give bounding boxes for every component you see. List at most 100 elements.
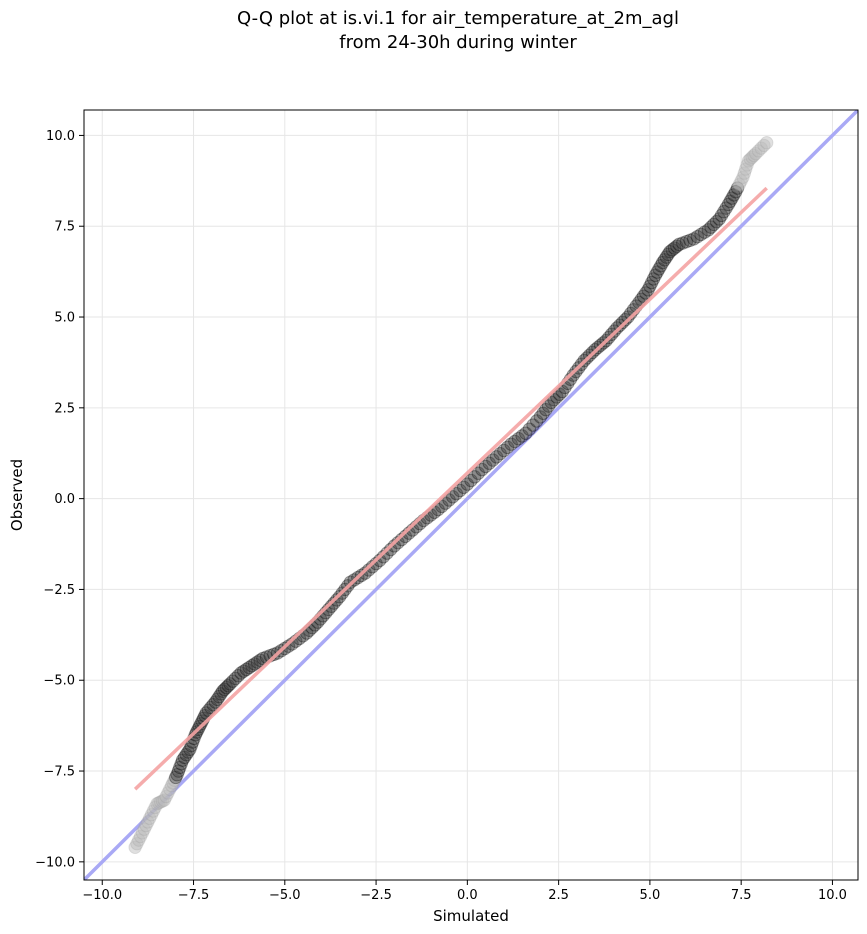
quantile-point-212	[701, 223, 716, 237]
y-tick-label-0: −10.0	[35, 855, 75, 870]
quantile-point-14	[153, 795, 168, 809]
quantile-point-29	[177, 750, 192, 765]
quantile-point-51	[214, 687, 228, 701]
quantile-point-53	[217, 682, 232, 697]
quantile-point-121	[435, 499, 449, 514]
quantile-point-189	[643, 279, 657, 293]
quantile-point-194	[652, 262, 666, 276]
quantile-point-218	[717, 204, 731, 219]
quantile-point-30	[179, 747, 193, 762]
quantile-point-64	[245, 659, 259, 673]
quantile-point-91	[330, 593, 344, 607]
quantile-point-139	[500, 440, 515, 455]
chart-title: Q-Q plot at is.vi.1 for air_temperature_…	[237, 8, 679, 29]
quantile-point-230	[739, 162, 753, 176]
quantile-point-22	[167, 773, 182, 787]
quantile-point-123	[442, 493, 456, 507]
quantile-point-221	[723, 194, 737, 208]
quantile-point-188	[641, 283, 655, 297]
quantile-point-46	[204, 700, 218, 715]
x-tick-label-5: 2.5	[548, 888, 569, 903]
y-tick-label-7: 7.5	[54, 220, 75, 235]
quantile-point-191	[646, 272, 661, 286]
quantile-point-19	[163, 782, 177, 796]
quantile-point-68	[256, 651, 270, 666]
quantile-point-55	[221, 678, 235, 693]
x-tick-label-8: 10.0	[818, 888, 847, 903]
quantile-point-26	[173, 760, 187, 775]
quantile-point-234	[745, 150, 759, 164]
y-tick-label-2: −5.0	[43, 674, 75, 689]
quantile-point-4	[135, 826, 150, 840]
quantile-point-202	[667, 241, 682, 255]
quantile-point-214	[707, 217, 721, 232]
quantile-point-132	[475, 462, 489, 477]
quantile-point-49	[210, 692, 224, 707]
quantile-point-135	[486, 453, 500, 467]
quantile-points	[128, 135, 774, 855]
quantile-point-206	[679, 234, 694, 249]
quantile-point-192	[648, 268, 663, 282]
quantile-point-124	[446, 490, 460, 504]
quantile-point-140	[504, 437, 518, 451]
quantile-point-120	[431, 502, 445, 517]
quantile-point-17	[159, 789, 173, 804]
quantile-point-8	[143, 811, 157, 825]
quantile-point-130	[467, 470, 482, 484]
x-tick-label-4: 0.0	[457, 888, 478, 903]
quantile-point-203	[670, 239, 684, 253]
x-tick-label-0: −10.0	[82, 888, 122, 903]
quantile-point-65	[247, 657, 262, 671]
quantile-point-144	[519, 426, 533, 440]
y-axis-ticks: −10.0 −7.5 −5.0 −2.5 0.0 2.5 5.0 7.5 10.0	[35, 129, 84, 870]
quantile-point-148	[533, 410, 548, 424]
quantile-point-59	[231, 668, 245, 683]
quantile-point-141	[508, 434, 522, 449]
quantile-point-235	[747, 148, 761, 163]
quantile-point-10	[146, 804, 161, 818]
quantile-point-31	[181, 745, 195, 759]
quantile-point-54	[219, 680, 234, 695]
quantile-point-199	[661, 247, 675, 262]
quantile-point-23	[169, 770, 183, 785]
quantile-point-24	[170, 767, 184, 782]
quantile-point-11	[148, 800, 162, 815]
quantile-point-2	[132, 833, 146, 847]
quantile-point-195	[654, 259, 668, 273]
quantile-point-108	[387, 539, 402, 553]
quantile-point-21	[166, 776, 180, 790]
quantile-point-56	[223, 677, 237, 691]
quantile-point-137	[493, 446, 507, 461]
quantile-point-12	[150, 797, 164, 811]
quantile-point-154	[550, 390, 564, 404]
quantile-point-229	[737, 166, 752, 180]
quantile-point-27	[174, 757, 188, 771]
quantile-point-149	[536, 406, 550, 420]
quantile-point-224	[728, 185, 743, 199]
quantile-point-151	[541, 399, 556, 413]
quantile-point-207	[683, 233, 697, 248]
quantile-point-128	[460, 477, 475, 491]
x-axis-label: Simulated	[433, 907, 509, 925]
quantile-point-153	[547, 392, 561, 407]
quantile-point-90	[327, 596, 341, 610]
quantile-point-126	[453, 483, 467, 498]
quantile-point-238	[754, 141, 768, 155]
quantile-point-150	[539, 402, 553, 417]
x-tick-label-1: −7.5	[178, 888, 210, 903]
quantile-point-231	[740, 158, 754, 172]
quantile-point-50	[212, 689, 226, 704]
grid	[84, 110, 858, 880]
quantile-point-220	[721, 197, 736, 212]
quantile-point-201	[665, 243, 679, 257]
quantile-point-16	[157, 793, 172, 807]
quantile-point-9	[144, 807, 159, 822]
quantile-point-7	[141, 815, 155, 829]
quantile-point-122	[438, 496, 453, 510]
quantile-point-210	[694, 227, 708, 242]
quantile-point-143	[515, 429, 529, 443]
fit-line	[133, 186, 768, 791]
y-tick-label-6: 5.0	[54, 311, 75, 326]
quantile-point-67	[253, 653, 267, 667]
quantile-point-197	[657, 253, 672, 267]
